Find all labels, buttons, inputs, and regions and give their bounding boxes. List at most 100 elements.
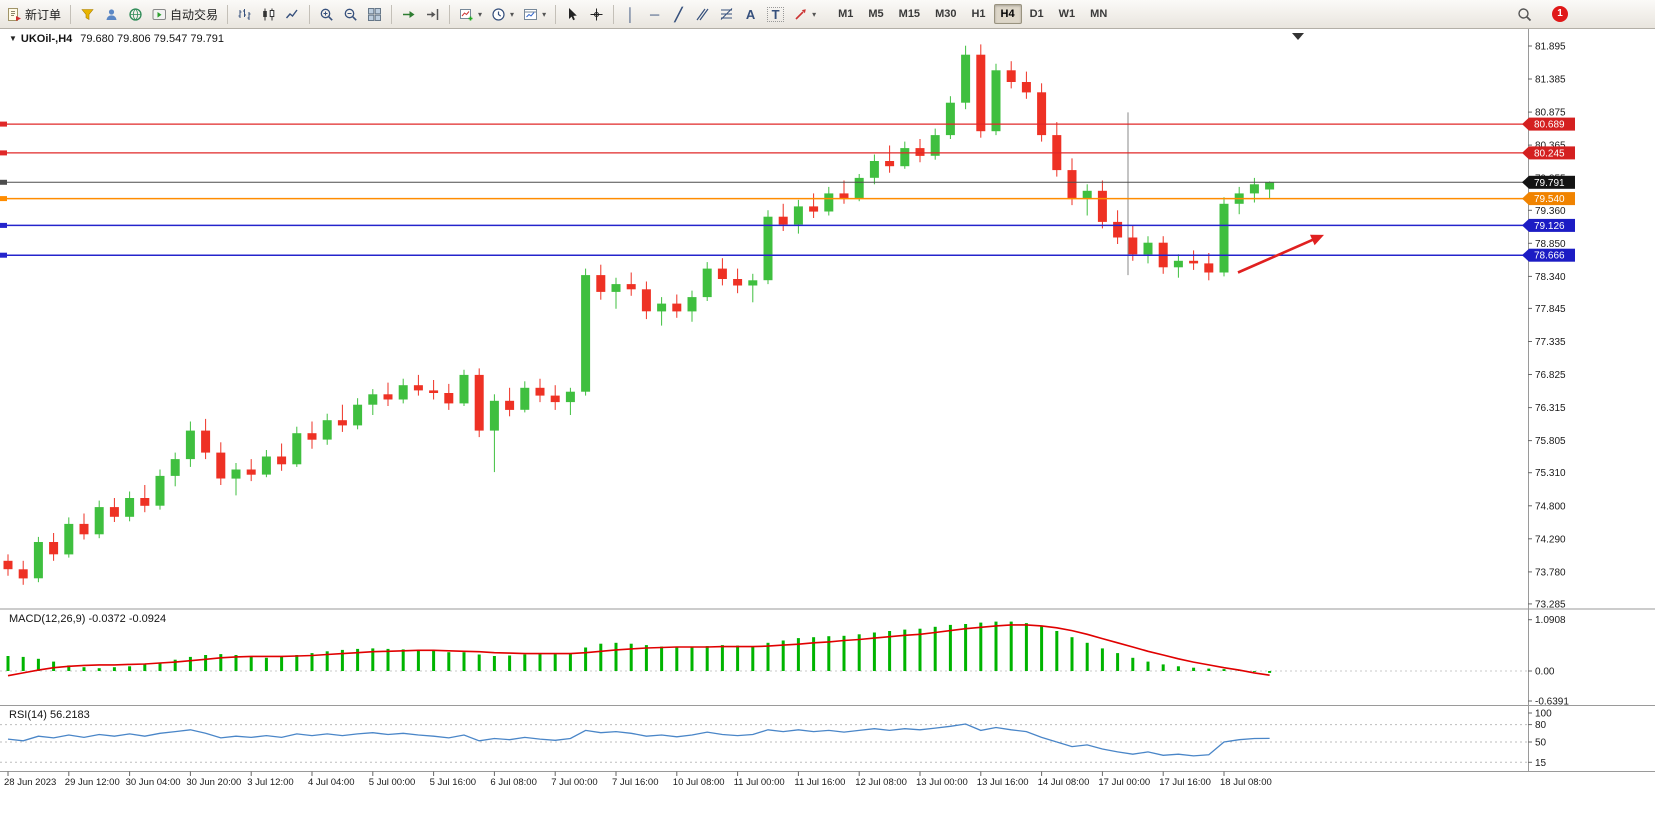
candlestick-chart-button[interactable]: [257, 3, 280, 25]
toolbar-separator: [391, 4, 393, 24]
search-icon: [1518, 7, 1532, 21]
candle-body: [702, 268, 712, 298]
candlestick-chart-icon: [263, 8, 275, 20]
timeframe-m1[interactable]: M1: [831, 4, 860, 24]
candle-body: [535, 387, 545, 396]
candle-body: [444, 393, 454, 404]
candle-body: [900, 148, 910, 167]
price-tick-label: 74.800: [1535, 501, 1566, 512]
search-button[interactable]: [1513, 3, 1536, 25]
candle-body: [1021, 82, 1031, 93]
rsi-line: [7, 723, 1270, 757]
price-tag-notch: [1522, 248, 1529, 262]
toolbar-separator: [449, 4, 451, 24]
timeframe-h1[interactable]: H1: [964, 4, 992, 24]
candle-body: [930, 135, 940, 156]
zoom-in-button[interactable]: [315, 3, 338, 25]
zoom-out-button[interactable]: [339, 3, 362, 25]
candle-body: [489, 400, 499, 431]
crosshair-icon: [590, 8, 603, 20]
candle-body: [155, 475, 165, 506]
template-button[interactable]: ▾: [519, 3, 550, 25]
funnel-icon: [81, 8, 94, 20]
channel-tool-button[interactable]: [691, 3, 714, 25]
candle-body: [1219, 203, 1229, 273]
candle-body: [763, 216, 773, 281]
time-tick-label: 13 Jul 00:00: [916, 777, 968, 788]
time-tick-label: 7 Jul 00:00: [551, 777, 597, 788]
price-tick-label: 78.850: [1535, 239, 1566, 250]
tile-windows-button[interactable]: [363, 3, 386, 25]
community-button[interactable]: [124, 3, 147, 25]
line-chart-button[interactable]: [281, 3, 304, 25]
chart-shift-button[interactable]: [421, 3, 444, 25]
timeframe-m5[interactable]: M5: [861, 4, 890, 24]
trendline-tool-button[interactable]: ╱: [667, 3, 690, 25]
candle-body: [1143, 242, 1153, 255]
toolbar-separator: [555, 4, 557, 24]
candle-body: [1113, 221, 1123, 238]
price-tag-label: 79.540: [1534, 194, 1565, 205]
arrows-icon: [795, 8, 806, 20]
period-button[interactable]: ▾: [487, 3, 518, 25]
auto-scroll-button[interactable]: [397, 3, 420, 25]
fibonacci-tool-button[interactable]: [715, 3, 738, 25]
trend-arrow-line[interactable]: [1237, 236, 1318, 274]
timeframe-m30[interactable]: M30: [928, 4, 963, 24]
timeframe-h4[interactable]: H4: [993, 4, 1022, 24]
level-left-marker: [0, 196, 7, 202]
candle-body: [991, 70, 1001, 132]
label-tool-button[interactable]: T: [763, 3, 788, 25]
current-price-tag[interactable]: [1529, 175, 1575, 189]
rsi-tick-label: 15: [1535, 758, 1547, 769]
new-chart-button[interactable]: ▾: [455, 3, 486, 25]
level-price-tag[interactable]: [1529, 192, 1575, 206]
timeframe-m15[interactable]: M15: [892, 4, 927, 24]
chart-shift-marker[interactable]: [1292, 33, 1304, 40]
user-button[interactable]: [100, 3, 123, 25]
chart-area[interactable]: 81.89581.38580.87580.36579.85579.36078.8…: [0, 29, 1655, 837]
time-tick-label: 11 Jul 00:00: [734, 777, 785, 788]
level-price-tag[interactable]: [1529, 248, 1575, 262]
level-price-tag[interactable]: [1529, 218, 1575, 232]
candle-body: [459, 374, 469, 404]
level-left-marker: [0, 179, 7, 185]
level-price-tag[interactable]: [1529, 146, 1575, 160]
price-tick-label: 73.285: [1535, 599, 1566, 610]
horizontal-line-tool-button[interactable]: ─: [643, 3, 666, 25]
candle-body: [839, 193, 849, 199]
chart-shift-icon: [427, 8, 439, 20]
time-tick-label: 28 Jun 2023: [4, 777, 56, 788]
time-tick-label: 14 Jul 08:00: [1038, 777, 1090, 788]
time-tick-label: 11 Jul 16:00: [794, 777, 845, 788]
candle-body: [429, 390, 439, 393]
arrows-tool-button[interactable]: ▾: [789, 3, 820, 25]
chart-canvas[interactable]: 81.89581.38580.87580.36579.85579.36078.8…: [0, 29, 1655, 837]
level-price-tag[interactable]: [1529, 117, 1575, 131]
crosshair-button[interactable]: [585, 3, 608, 25]
price-tag-label: 80.245: [1534, 148, 1565, 159]
vertical-line-tool-button[interactable]: │: [619, 3, 642, 25]
text-tool-button[interactable]: A: [739, 3, 762, 25]
macd-histogram: [6, 621, 1272, 673]
level-left-marker: [0, 252, 7, 258]
timeframe-d1[interactable]: D1: [1023, 4, 1051, 24]
new-order-button[interactable]: 新订单: [3, 3, 65, 25]
funnel-button[interactable]: [76, 3, 99, 25]
new-order-icon: [8, 7, 21, 21]
time-tick-label: 10 Jul 08:00: [673, 777, 725, 788]
time-tick-label: 4 Jul 04:00: [308, 777, 354, 788]
toolbar-right: 1: [1513, 3, 1568, 25]
candle-body: [945, 102, 955, 136]
bar-chart-button[interactable]: [233, 3, 256, 25]
candle-body: [733, 279, 743, 286]
candle-body: [1067, 170, 1077, 199]
timeframe-mn[interactable]: MN: [1083, 4, 1114, 24]
cursor-button[interactable]: [561, 3, 584, 25]
new-order-label: 新订单: [25, 7, 62, 22]
auto-scroll-icon: [403, 10, 415, 18]
timeframe-w1[interactable]: W1: [1052, 4, 1083, 24]
notification-badge[interactable]: 1: [1552, 6, 1568, 22]
auto-trading-button[interactable]: 自动交易: [148, 3, 222, 25]
price-tick-label: 74.290: [1535, 534, 1566, 545]
